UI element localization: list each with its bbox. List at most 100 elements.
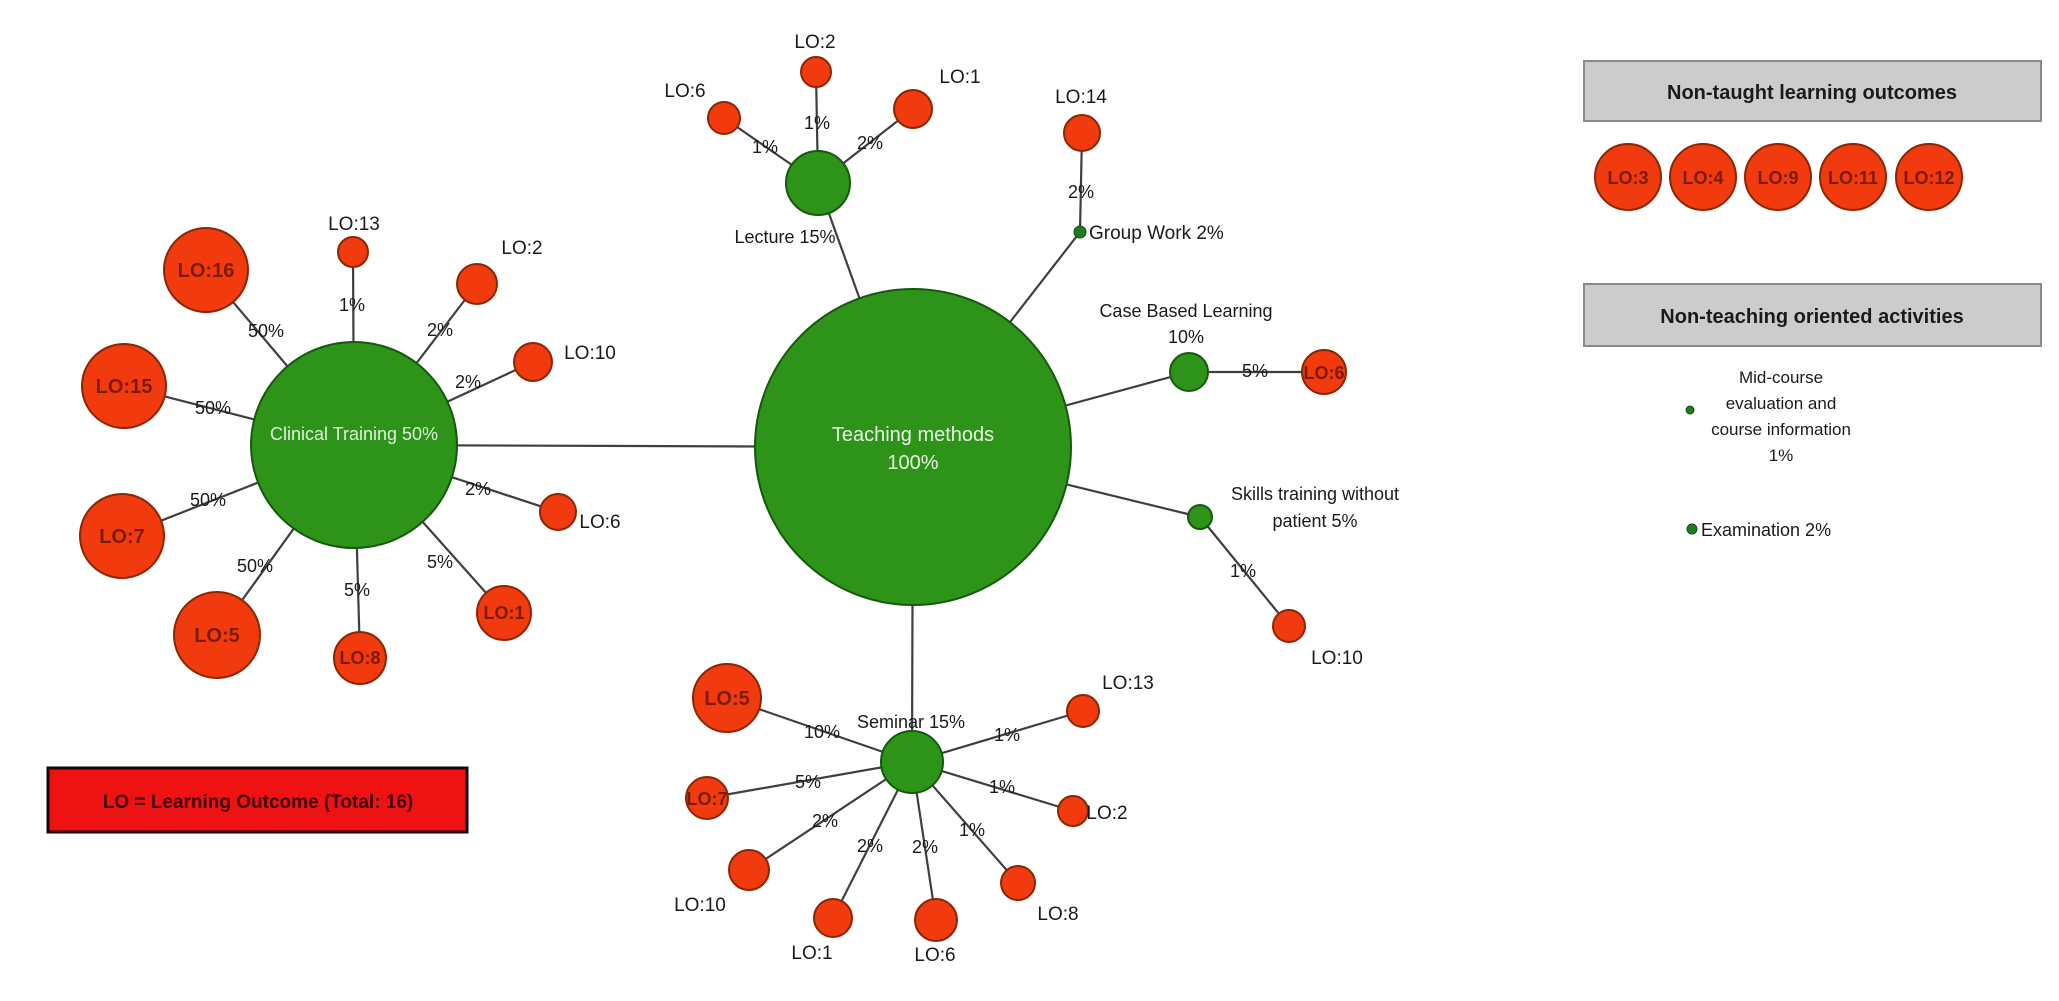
node-seminar — [880, 730, 944, 794]
edge-skills-lo10 — [1199, 516, 1290, 627]
edge-label: 2% — [857, 836, 883, 856]
edge-label: 50% — [190, 490, 226, 510]
edge-label: 50% — [248, 321, 284, 341]
node-clinical-lo7 — [79, 493, 165, 579]
node-clinical-lo10 — [513, 342, 553, 382]
edge-label: 5% — [795, 772, 821, 792]
mid-course-line1: Mid-course — [1739, 368, 1823, 387]
node-clinical-lo5 — [173, 591, 261, 679]
node-teaching-methods — [754, 288, 1072, 606]
lo-label: LO:6 — [664, 81, 705, 102]
node-nontaught-lo3 — [1594, 143, 1662, 211]
node-skills-training — [1187, 504, 1213, 530]
lo-label: LO:8 — [1037, 904, 1078, 925]
lo-label: LO:13 — [328, 214, 380, 235]
non-taught-panel: Non-taught learning outcomes LO:3 LO:4 L… — [1583, 60, 2042, 211]
non-teaching-panel-box — [1583, 283, 2042, 347]
case-based-label-line2: 10% — [1168, 327, 1204, 347]
non-teaching-panel: Non-teaching oriented activities Mid-cou… — [1583, 283, 2042, 540]
node-labels: Teaching methods 100% Clinical Training … — [96, 32, 1399, 966]
lo-label: LO:1 — [939, 67, 980, 88]
node-clinical-lo8 — [333, 631, 387, 685]
node-seminar-lo5 — [692, 663, 762, 733]
lo-label: LO:14 — [1055, 87, 1107, 108]
edge-label: 5% — [1242, 361, 1268, 381]
lo-label: LO:6 — [579, 512, 620, 533]
lo-label: LO:9 — [1757, 168, 1798, 188]
lo-label: LO:15 — [96, 376, 153, 398]
examination-label: Examination 2% — [1701, 520, 1831, 540]
clinical-training-label: Clinical Training 50% — [270, 424, 438, 444]
lo-label: LO:10 — [564, 343, 616, 364]
node-lecture-lo6 — [707, 101, 741, 135]
edge-label: 1% — [1230, 561, 1256, 581]
non-teaching-panel-title: Non-teaching oriented activities — [1660, 306, 1963, 328]
lo-label: LO:13 — [1102, 673, 1154, 694]
edge-label: 10% — [804, 722, 840, 742]
edge-seminar-lo10 — [748, 761, 913, 871]
skills-label-line1: Skills training without — [1231, 484, 1399, 504]
teaching-methods-label-line1: Teaching methods — [832, 424, 994, 446]
legend: LO = Learning Outcome (Total: 16) — [46, 766, 469, 834]
activity-nodes — [250, 150, 1213, 794]
node-lecture — [785, 150, 851, 216]
edge-label: 2% — [857, 133, 883, 153]
lo-label: LO:2 — [794, 32, 835, 53]
lo-label: LO:2 — [501, 238, 542, 259]
outcome-nodes — [79, 56, 1347, 942]
node-nontaught-lo12 — [1895, 143, 1963, 211]
case-based-label-line1: Case Based Learning — [1099, 301, 1272, 321]
node-clinical-lo13 — [337, 236, 369, 268]
non-taught-panel-box — [1583, 60, 2042, 122]
node-clinical-lo2 — [456, 263, 498, 305]
edge-label: 5% — [427, 552, 453, 572]
examination-dot — [1686, 523, 1698, 535]
lo-label: LO:16 — [178, 260, 235, 282]
node-seminar-lo13 — [1066, 694, 1100, 728]
edge-label: 1% — [989, 777, 1015, 797]
node-groupwork-lo14 — [1063, 114, 1101, 152]
node-clinical-lo6 — [539, 493, 577, 531]
node-skills-lo10 — [1272, 609, 1306, 643]
non-taught-panel-title: Non-taught learning outcomes — [1667, 82, 1957, 104]
node-lecture-lo2 — [800, 56, 832, 88]
lo-label: LO:6 — [914, 945, 955, 966]
edge-label: 2% — [427, 320, 453, 340]
mid-course-dot — [1685, 405, 1695, 415]
legend-text: LO = Learning Outcome (Total: 16) — [103, 792, 414, 813]
edge-label: 1% — [752, 137, 778, 157]
node-seminar-lo8 — [1000, 865, 1036, 901]
edge-label: 2% — [1068, 182, 1094, 202]
mid-course-line2: evaluation and — [1726, 394, 1837, 413]
lo-label: LO:7 — [99, 526, 145, 548]
node-seminar-lo1 — [813, 898, 853, 938]
node-clinical-lo16 — [163, 227, 249, 313]
edge-label: 2% — [465, 479, 491, 499]
node-seminar-lo6 — [914, 898, 958, 942]
mid-course-line3: course information — [1711, 420, 1851, 439]
edge-label: 1% — [339, 295, 365, 315]
seminar-label: Seminar 15% — [857, 712, 965, 732]
lo-label: LO:11 — [1828, 168, 1878, 188]
lo-label: LO:1 — [483, 603, 524, 623]
skills-label-line2: patient 5% — [1272, 511, 1357, 531]
node-seminar-lo7 — [685, 776, 729, 820]
lo-label: LO:12 — [1903, 168, 1954, 188]
node-group-work — [1073, 225, 1087, 239]
node-seminar-lo2 — [1057, 795, 1089, 827]
edge-label: 2% — [812, 811, 838, 831]
node-clinical-lo1 — [476, 585, 532, 641]
lo-label: LO:3 — [1607, 168, 1648, 188]
lo-label: LO:1 — [791, 943, 832, 964]
lo-label: LO:10 — [674, 895, 726, 916]
node-clinical-lo15 — [81, 343, 167, 429]
lecture-label: Lecture 15% — [734, 227, 835, 247]
node-nontaught-lo11 — [1819, 143, 1887, 211]
edge-label: 50% — [195, 398, 231, 418]
lo-label: LO:2 — [1086, 803, 1127, 824]
group-work-label: Group Work 2% — [1089, 223, 1224, 244]
node-seminar-lo10 — [728, 849, 770, 891]
lo-label: LO:7 — [686, 789, 727, 809]
node-case-based-learning — [1169, 352, 1209, 392]
